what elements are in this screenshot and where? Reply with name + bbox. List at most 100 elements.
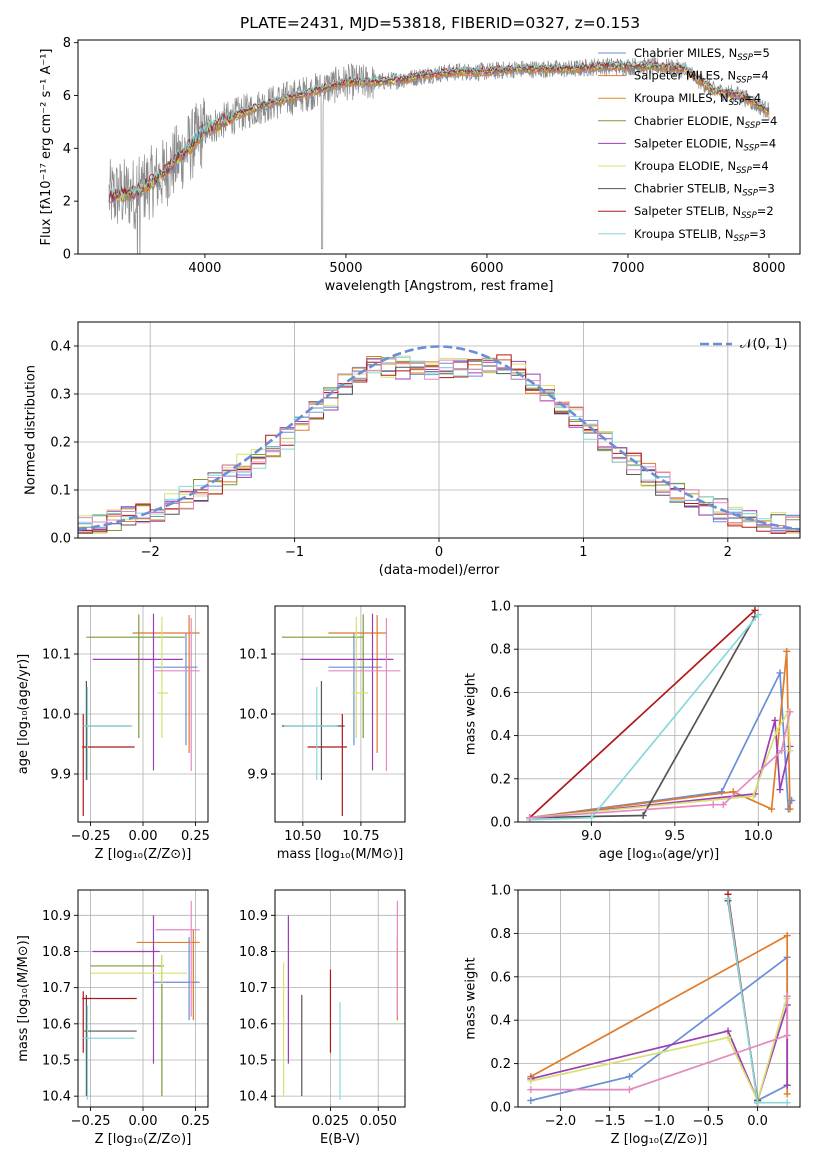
y-tick-label: 6	[63, 89, 71, 104]
plot-area	[527, 890, 791, 1107]
y-tick-label: 10.9	[239, 909, 268, 924]
y-tick-label: 10.4	[42, 1090, 71, 1105]
errorbar-point	[351, 616, 368, 738]
legend-entry: 𝒩(0, 1)	[740, 337, 787, 352]
y-axis-label: Flux [fλ10⁻¹⁷ erg cm⁻² s⁻¹ A⁻¹]	[39, 49, 54, 246]
errorbar-point	[281, 614, 364, 738]
weight-marker	[786, 747, 794, 755]
errorbar-point	[153, 618, 200, 771]
y-tick-label: 4	[63, 142, 71, 157]
panel-spectrum: 4000 5000 6000 7000 8000 0 2 4 6 8 wavelength [Ang…	[39, 36, 801, 294]
plot-frame	[77, 39, 801, 255]
errorbar-point	[132, 615, 200, 753]
weight-marker	[749, 792, 757, 800]
x-tick-label: 4000	[188, 261, 221, 276]
x-axis-label: E(B-V)	[320, 1132, 360, 1147]
panel-age-vs-Z: −0.25 0.00 0.25 9.9 10.0 10.1 Z [log₁₀(Z/Z⊙)] a…	[16, 605, 210, 862]
errorbar-point	[300, 613, 394, 771]
y-tick-label: 1.0	[490, 600, 511, 615]
errorbar-point	[328, 615, 387, 753]
x-tick-label: 0.25	[181, 1114, 210, 1129]
errorbar-point	[84, 681, 131, 780]
x-tick-label: 9.5	[665, 829, 686, 844]
errorbar-point	[328, 633, 382, 746]
plot-frame	[274, 605, 406, 823]
y-tick-label: 10.8	[239, 945, 268, 960]
y-axis-label: mass weight	[464, 957, 479, 1039]
y-tick-label: 1.0	[490, 884, 511, 899]
y-axis-label: age [log₁₀(age/yr)]	[16, 654, 31, 775]
errorbar-point	[136, 929, 200, 1021]
x-tick-label: 0	[435, 545, 443, 560]
errorbar-point	[83, 1005, 135, 1100]
errorbar-point	[83, 687, 133, 780]
legend-entry: Chabrier ELODIE, NSSP=4	[634, 114, 777, 131]
errorbar-point	[307, 714, 347, 816]
y-tick-label: 10.1	[239, 648, 268, 663]
weight-marker	[783, 1090, 791, 1098]
legend: Chabrier MILES, NSSP=5 Salpeter MILES, NS…	[598, 46, 777, 244]
plot-area	[283, 900, 398, 1100]
legend: 𝒩(0, 1)	[700, 337, 787, 352]
errorbar-point	[153, 937, 200, 1021]
panel-age-vs-mass: 10.50 10.75 9.9 10.0 10.1 mass [log₁₀(M/M⊙)]	[239, 605, 406, 862]
x-tick-label: 10.50	[284, 829, 321, 844]
y-tick-label: 10.1	[42, 648, 71, 663]
errorbar-point	[86, 614, 185, 738]
weight-marker	[768, 805, 776, 813]
panel-mass-weight-vs-age: 9.0 9.5 10.0 0.0 0.2 0.4 0.6 0.8 1.0 age [log₁₀(a…	[464, 600, 801, 862]
plot-frame	[517, 889, 801, 1108]
y-tick-label: 0.0	[490, 816, 511, 831]
x-tick-label: −1	[285, 545, 304, 560]
weight-marker	[783, 1081, 791, 1089]
x-tick-label: 10.0	[744, 829, 773, 844]
y-tick-label: 10.8	[42, 945, 71, 960]
y-tick-label: 10.0	[42, 708, 71, 723]
weight-marker	[625, 1086, 633, 1094]
panel-mass-vs-Z: −0.25 0.00 0.25 10.4 10.5 10.6 10.7 10.8 10.9 Z […	[16, 889, 210, 1147]
y-axis-label: mass [log₁₀(M/M⊙)]	[16, 935, 31, 1062]
x-tick-label: −0.5	[693, 1114, 725, 1129]
errorbar-point	[84, 994, 137, 1097]
y-tick-label: 0.0	[50, 532, 71, 547]
x-tick-label: 0.0	[747, 1114, 768, 1129]
legend-entry: Salpeter STELIB, NSSP=2	[634, 204, 774, 221]
panel-residuals: −2 −1 0 1 2 0.0 0.1 0.2 0.3 0.4 (data-model)/error…	[24, 321, 801, 578]
weight-marker	[783, 992, 791, 1000]
weight-marker	[778, 747, 786, 755]
model-spectrum	[108, 60, 770, 199]
x-tick-label: −1.0	[643, 1114, 675, 1129]
x-tick-label: 6000	[470, 261, 503, 276]
y-tick-label: 0.0	[490, 1101, 511, 1116]
weight-marker	[527, 1096, 535, 1104]
plot-area	[82, 613, 200, 816]
y-tick-label: 9.9	[50, 768, 71, 783]
weight-line	[529, 609, 756, 819]
x-tick-label: −0.25	[71, 1114, 111, 1129]
y-tick-label: 0.6	[490, 970, 511, 985]
y-tick-label: 10.6	[42, 1017, 71, 1032]
y-tick-label: 0.8	[490, 643, 511, 658]
y-tick-label: 0.2	[490, 1057, 511, 1072]
legend-entry: Kroupa MILES, NSSP=4	[634, 91, 761, 108]
x-tick-label: 5000	[329, 261, 362, 276]
y-tick-label: 0.3	[50, 388, 71, 403]
y-tick-label: 0.4	[490, 1014, 511, 1029]
x-axis-label: age [log₁₀(age/yr)]	[599, 847, 720, 862]
plot-frame	[77, 321, 801, 539]
weight-marker	[527, 1077, 535, 1085]
errorbar-point	[284, 687, 338, 780]
errorbar-point	[92, 915, 160, 1064]
weight-marker	[786, 805, 794, 813]
legend-entry: Salpeter ELODIE, NSSP=4	[634, 136, 776, 153]
x-axis-label: Z [log₁₀(Z/Z⊙)]	[95, 847, 192, 862]
y-tick-label: 10.0	[239, 708, 268, 723]
x-tick-label: 2	[724, 545, 732, 560]
x-tick-label: 8000	[752, 261, 785, 276]
x-tick-label: 0.00	[129, 1114, 158, 1129]
plot-area	[108, 56, 770, 254]
x-axis-label: Z [log₁₀(Z/Z⊙)]	[95, 1132, 192, 1147]
y-tick-label: 10.7	[239, 981, 268, 996]
y-tick-label: 0.6	[490, 686, 511, 701]
weight-marker	[527, 1086, 535, 1094]
